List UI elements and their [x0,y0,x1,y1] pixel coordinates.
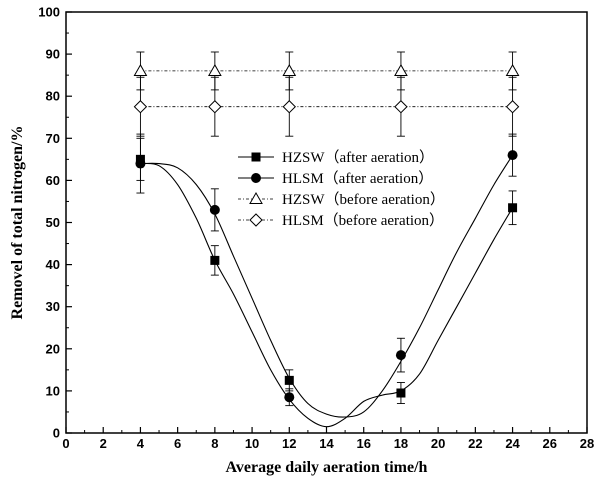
y-tick-label: 30 [46,299,60,314]
y-tick-label: 60 [46,173,60,188]
data-point-diamond [208,100,222,114]
series [133,51,520,91]
x-tick-label: 8 [211,436,218,451]
series [133,76,520,137]
data-point-diamond [249,213,263,227]
x-tick-label: 4 [137,436,145,451]
x-tick-label: 20 [431,436,445,451]
data-point-circle [507,150,518,161]
y-axis-label: Removel of total nitrogen/% [9,126,26,320]
data-point-diamond [505,100,520,114]
data-point-square [210,255,220,265]
data-point-diamond [133,100,148,114]
y-tick-label: 80 [46,89,60,104]
y-tick-label: 50 [46,215,60,230]
data-point-triangle [249,191,263,204]
y-tick-label: 0 [53,426,60,441]
axes: 0 2 4 6 8 10 12 14 16 18 20 22 24 26 28010203040506070… [38,5,594,452]
y-tick-label: 70 [46,131,60,146]
data-point-diamond [282,100,296,114]
legend-label: HLSM（after aeration） [282,170,433,187]
data-point-triangle [394,63,408,76]
data-point-diamond [394,100,408,114]
data-point-square [251,152,261,162]
legend-item: HZSW（before aeration） [238,191,445,208]
data-point-circle [209,204,220,215]
fit-curve [140,154,514,418]
legend-label: HZSW（after aeration） [282,149,434,166]
x-tick-label: 24 [505,436,520,451]
x-tick-label: 22 [468,436,482,451]
fit-curves [140,154,514,428]
data-series [133,51,520,407]
x-tick-label: 0 [62,436,69,451]
x-tick-label: 10 [245,436,259,451]
data-point-circle [251,173,261,183]
data-point-triangle [282,63,297,76]
x-tick-label: 26 [543,436,557,451]
legend-item: HLSM（before aeration） [238,212,444,229]
y-tick-label: 20 [46,341,60,356]
data-point-triangle [207,63,222,76]
x-axis-label: Average daily aeration time/h [226,459,428,476]
y-tick-label: 100 [38,5,60,20]
y-tick-label: 10 [46,383,60,398]
data-point-square [508,203,518,213]
x-tick-label: 18 [394,436,408,451]
x-tick-label: 16 [356,436,370,451]
x-tick-label: 12 [282,436,296,451]
fit-curve [140,162,514,428]
legend-item: HZSW（after aeration） [238,149,434,166]
x-tick-label: 6 [174,436,181,451]
data-point-triangle [505,63,520,76]
legend-label: HLSM（before aeration） [282,212,444,229]
y-tick-label: 40 [46,257,60,272]
data-point-square [284,375,294,385]
x-tick-label: 14 [319,436,334,451]
data-point-triangle [133,63,148,76]
data-point-circle [135,158,146,169]
x-tick-label: 28 [580,436,594,451]
data-point-square [396,388,406,398]
y-tick-label: 90 [46,47,60,62]
legend-item: HLSM（after aeration） [238,170,433,187]
x-tick-label: 2 [100,436,107,451]
legend-label: HZSW（before aeration） [282,191,445,208]
legend: HZSW（after aeration） HLSM（after aeration）… [238,149,445,229]
data-point-circle [284,392,295,403]
data-point-circle [395,350,406,361]
